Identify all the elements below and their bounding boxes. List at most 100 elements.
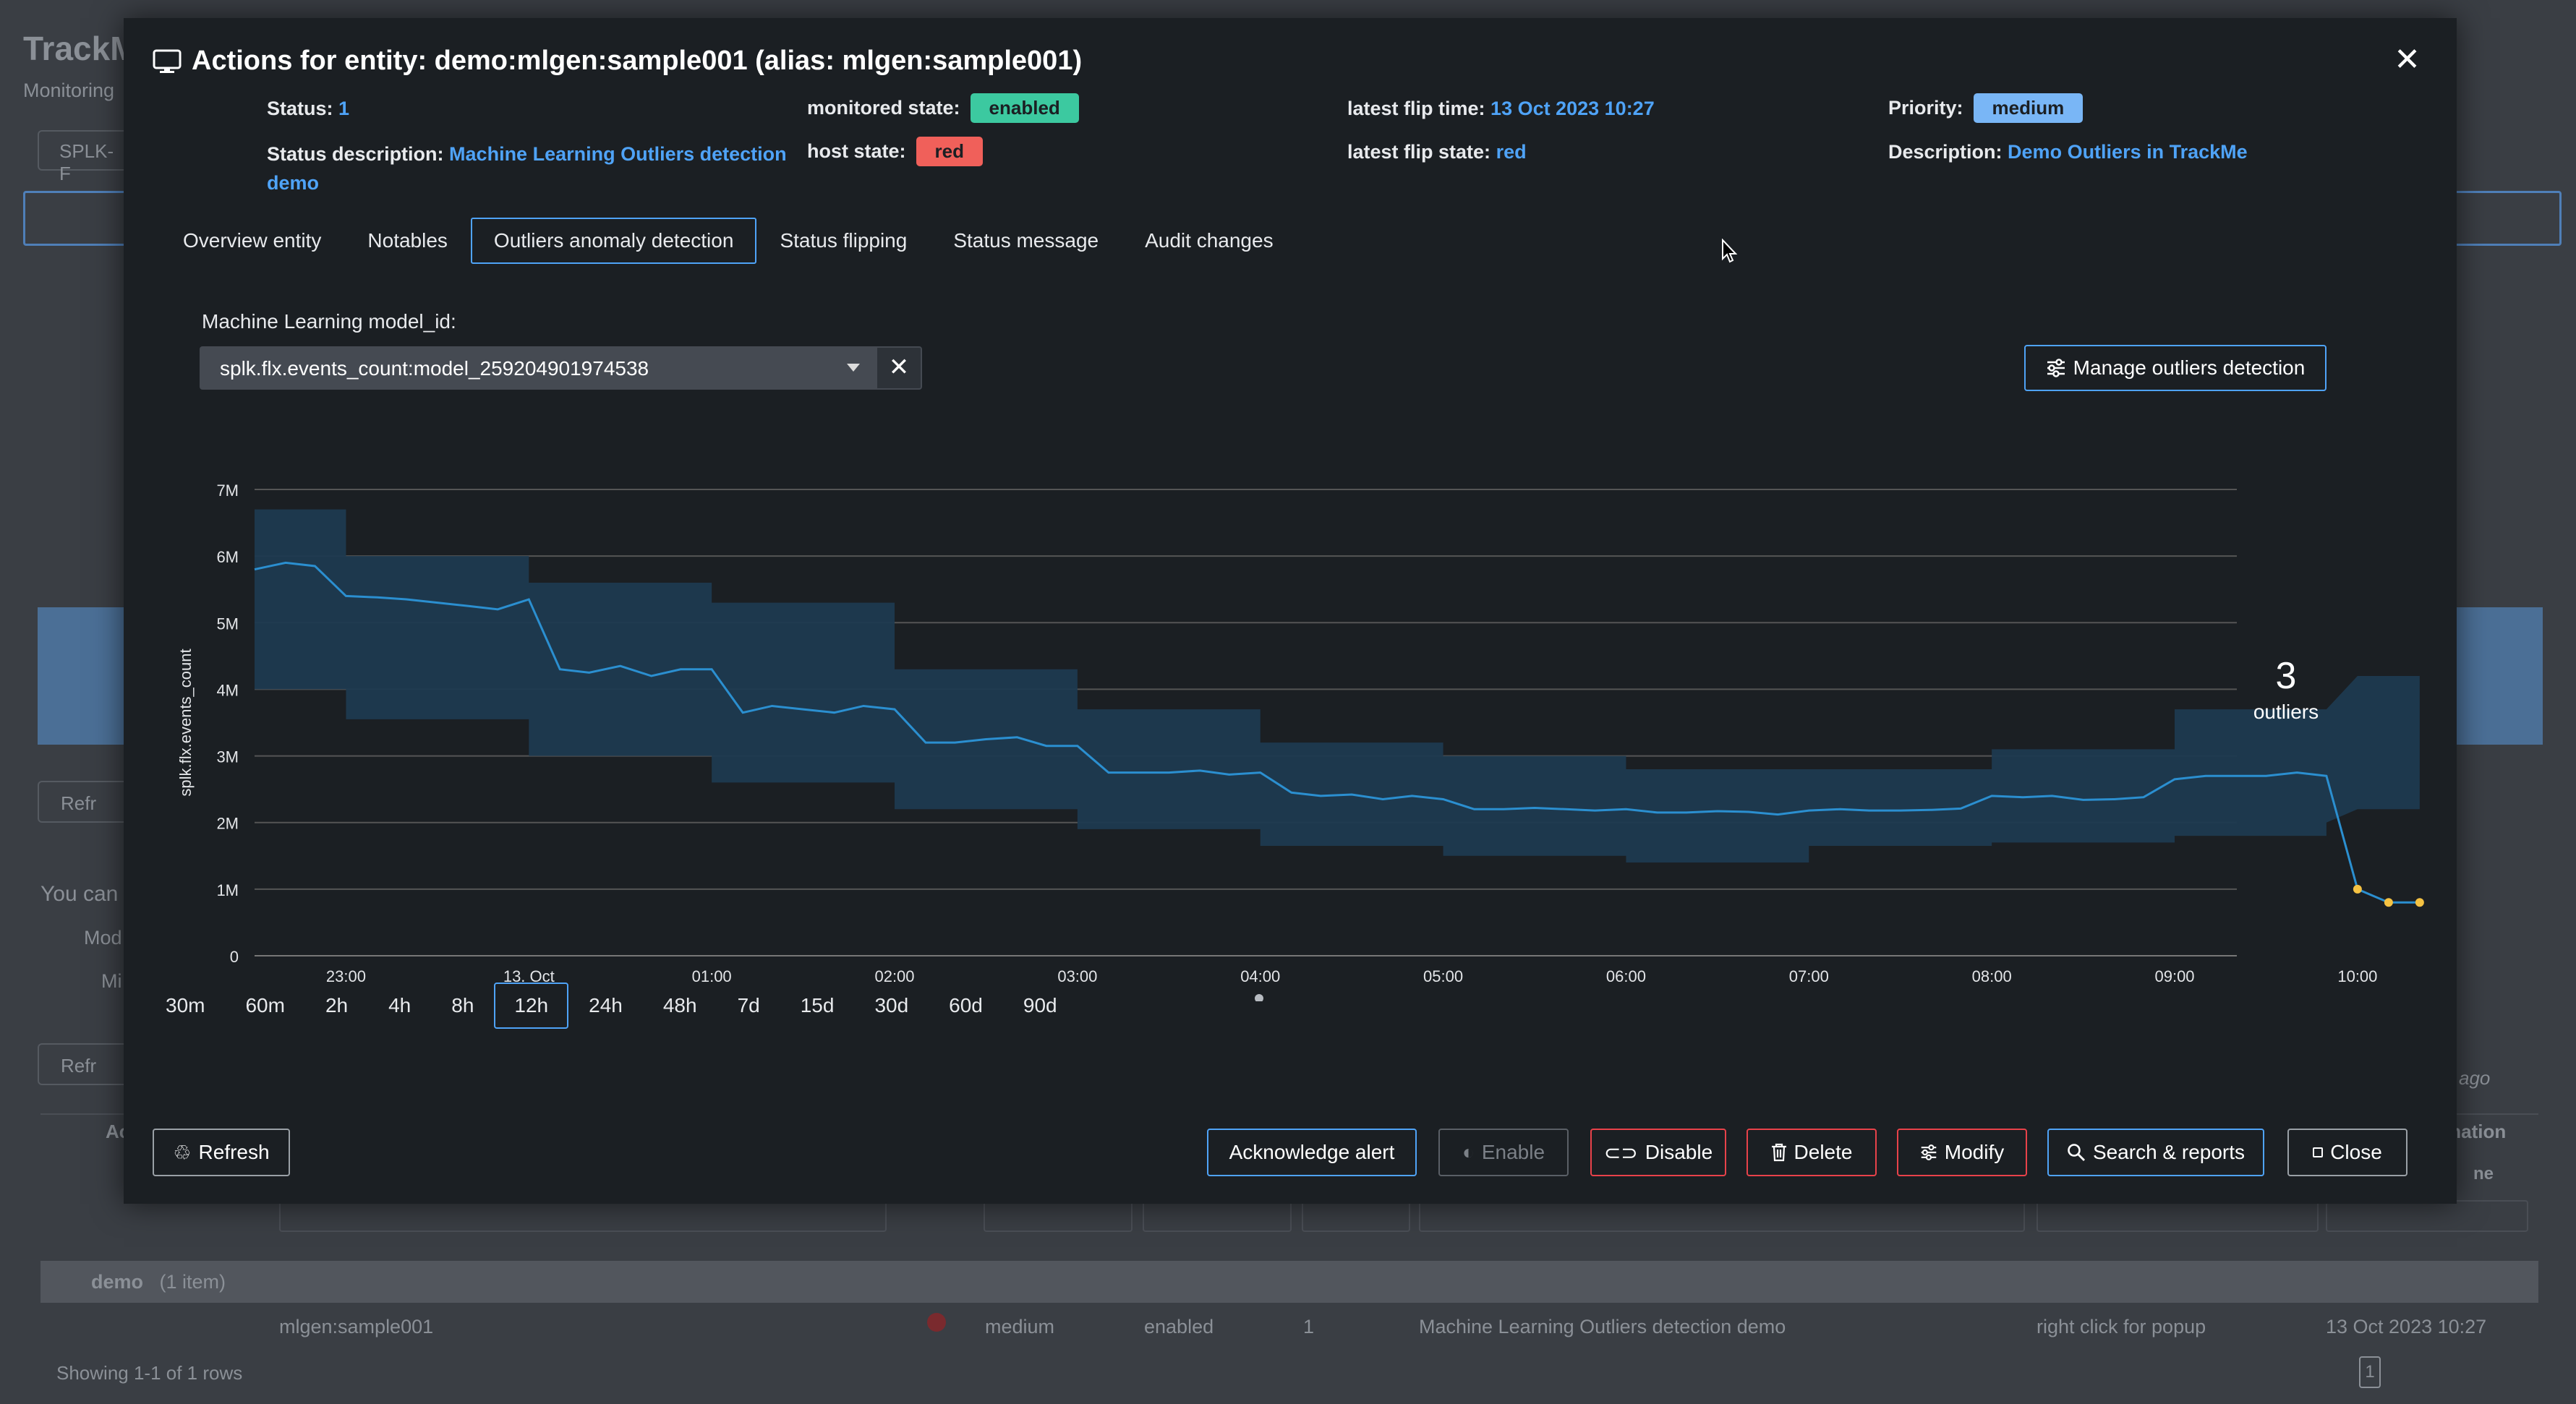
bg-row-popup: right click for popup	[2037, 1316, 2206, 1337]
status-desc-value[interactable]: Machine Learning Outliers detection demo	[267, 143, 787, 194]
priority-label: Priority:	[1888, 97, 1963, 119]
delete-button[interactable]: Delete	[1747, 1129, 1877, 1176]
x-tick-label: 23:00	[326, 967, 366, 985]
ml-model-select[interactable]: splk.flx.events_count:model_259204901974…	[200, 346, 876, 390]
bg-filter-cell	[1302, 1200, 1410, 1232]
app-subtitle: Monitoring	[23, 80, 115, 101]
monitored-state-field: monitored state: enabled	[807, 93, 1079, 123]
tab-audit-changes[interactable]: Audit changes	[1145, 229, 1274, 252]
status-description-field: Status description: Machine Learning Out…	[267, 140, 788, 197]
bg-tab: SPLK-F	[38, 130, 132, 184]
manage-outliers-label: Manage outliers detection	[2073, 356, 2306, 379]
tab-status-message[interactable]: Status message	[953, 229, 1099, 252]
y-tick-label: 5M	[216, 615, 239, 633]
search-reports-button[interactable]: Search & reports	[2047, 1129, 2264, 1176]
mouse-cursor-icon	[1722, 239, 1738, 263]
range-60m[interactable]: 60m	[245, 994, 285, 1016]
bg-filter-cell	[984, 1200, 1133, 1232]
x-tick-label: 06:00	[1606, 967, 1646, 985]
modal-title-text: Actions for entity: demo:mlgen:sample001…	[192, 46, 1083, 76]
delete-label: Delete	[1794, 1141, 1853, 1163]
bg-row-time: 13 Oct 2023 10:27	[2326, 1316, 2487, 1337]
search-reports-label: Search & reports	[2092, 1141, 2246, 1163]
y-tick-label: 6M	[216, 548, 239, 566]
y-tick-label: 4M	[216, 681, 239, 699]
ml-model-value: splk.flx.events_count:model_259204901974…	[220, 357, 649, 380]
toggle-icon: ◐	[1462, 1141, 1475, 1163]
status-value: 1	[338, 98, 350, 119]
modify-label: Modify	[1944, 1141, 2005, 1163]
monitor-icon	[153, 49, 182, 73]
range-4h[interactable]: 4h	[388, 994, 411, 1016]
host-state-badge: red	[916, 137, 983, 166]
refresh-icon: ♲	[173, 1141, 192, 1164]
manage-outliers-button[interactable]: Manage outliers detection	[2024, 345, 2326, 391]
bg-filter-cell	[2037, 1200, 2319, 1232]
range-30d[interactable]: 30d	[874, 994, 909, 1016]
enable-button[interactable]: ◐ Enable	[1438, 1129, 1569, 1176]
close-icon[interactable]: ✕	[2394, 42, 2421, 77]
range-12h[interactable]: 12h	[494, 983, 569, 1029]
range-8h[interactable]: 8h	[451, 994, 474, 1016]
acknowledge-alert-button[interactable]: Acknowledge alert	[1207, 1129, 1417, 1176]
clear-selection-icon[interactable]: ✕	[876, 346, 922, 390]
sliders-icon	[2047, 359, 2065, 377]
tab-overview-entity[interactable]: Overview entity	[183, 229, 322, 252]
x-tick-label: 07:00	[1789, 967, 1829, 985]
refresh-label: Refresh	[198, 1141, 270, 1163]
search-icon	[2068, 1144, 2085, 1161]
description-label: Description:	[1888, 141, 2003, 163]
description-value[interactable]: Demo Outliers in TrackMe	[2008, 141, 2248, 163]
close-button[interactable]: Close	[2287, 1129, 2407, 1176]
y-tick-label: 3M	[216, 748, 239, 766]
time-range-selector: 30m 60m 2h 4h 8h 12h 24h 48h 7d 15d 30d …	[145, 983, 1078, 1029]
outlier-point	[2415, 898, 2424, 907]
navigator-dot	[1255, 994, 1263, 1001]
x-tick-label: 03:00	[1057, 967, 1097, 985]
refresh-button[interactable]: ♲ Refresh	[153, 1129, 290, 1176]
flip-state-label: latest flip state:	[1347, 141, 1491, 163]
range-30m[interactable]: 30m	[166, 994, 205, 1016]
range-24h[interactable]: 24h	[589, 994, 623, 1016]
tab-outliers-anomaly-detection[interactable]: Outliers anomaly detection	[470, 218, 757, 264]
acknowledge-label: Acknowledge alert	[1229, 1141, 1395, 1163]
status-field: Status: 1	[267, 98, 349, 120]
bg-row-status-dot	[927, 1313, 946, 1332]
x-tick-label: 04:00	[1240, 967, 1280, 985]
entity-tabs: Overview entity Notables Outliers anomal…	[160, 218, 1297, 264]
x-tick-label: 02:00	[874, 967, 914, 985]
x-tick-label: 13. Oct	[503, 967, 555, 985]
bg-refresh-button: Refr	[38, 781, 146, 823]
enable-label: Enable	[1481, 1141, 1545, 1163]
bg-filter-cell	[2326, 1200, 2528, 1232]
flip-time-label: latest flip time:	[1347, 98, 1485, 119]
modify-button[interactable]: Modify	[1897, 1129, 2027, 1176]
outliers-chart: 0 1M 2M 3M 4M 5M 6M 7M 23:00 13. Oct 01:00 02:00 03:…	[176, 481, 2424, 1001]
range-7d[interactable]: 7d	[737, 994, 760, 1016]
disable-button[interactable]: ⊂⊃ Disable	[1590, 1129, 1726, 1176]
range-48h[interactable]: 48h	[662, 994, 697, 1016]
description-field: Description: Demo Outliers in TrackMe	[1888, 141, 2248, 163]
range-15d[interactable]: 15d	[800, 994, 835, 1016]
tab-notables[interactable]: Notables	[367, 229, 448, 252]
bg-row-priority: medium	[985, 1316, 1055, 1337]
priority-badge: medium	[1973, 93, 2084, 123]
bg-ago: ago	[2459, 1067, 2491, 1089]
monitored-state-label: monitored state:	[807, 97, 960, 119]
outliers-count: 3	[2275, 655, 2297, 697]
flip-state-field: latest flip state: red	[1347, 141, 1527, 163]
x-tick-label: 01:00	[692, 967, 732, 985]
range-60d[interactable]: 60d	[949, 994, 983, 1016]
bg-group-name: demo	[91, 1271, 144, 1293]
host-state-label: host state:	[807, 140, 906, 162]
bg-col-ne: ne	[2473, 1164, 2494, 1183]
entity-actions-modal: Actions for entity: demo:mlgen:sample001…	[124, 18, 2457, 1204]
bg-group-count: (1 item)	[159, 1271, 226, 1293]
tab-status-flipping[interactable]: Status flipping	[780, 229, 908, 252]
range-90d[interactable]: 90d	[1023, 994, 1057, 1016]
y-tick-label: 0	[230, 948, 239, 966]
trash-icon	[1771, 1143, 1786, 1162]
range-2h[interactable]: 2h	[325, 994, 349, 1016]
status-label: Status:	[267, 98, 333, 119]
disable-label: Disable	[1645, 1141, 1713, 1163]
